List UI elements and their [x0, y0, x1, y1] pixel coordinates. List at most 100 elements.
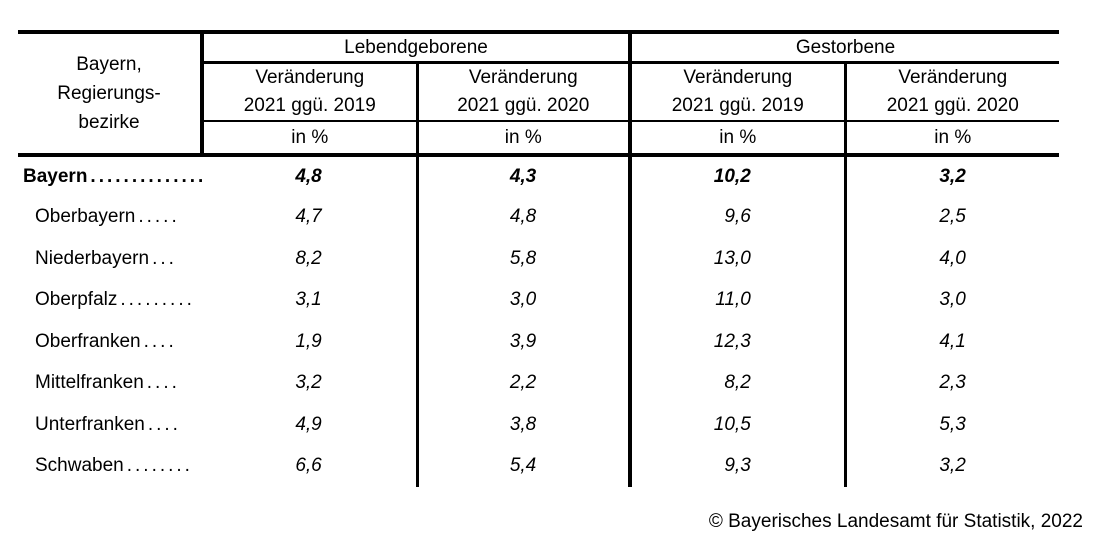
- unit-header: in %: [415, 121, 631, 157]
- value: 3,8: [509, 413, 537, 435]
- sub-header-label: 2021 ggü. 2019: [671, 95, 804, 116]
- value: 3,9: [509, 330, 537, 352]
- unit-header: in %: [843, 121, 1060, 157]
- value: 9,3: [724, 455, 751, 477]
- value-cell: 2,2: [415, 362, 631, 404]
- value-cell: 3,2: [843, 445, 1060, 487]
- value-cell: 8,2: [202, 238, 417, 280]
- value-cell: 13,0: [628, 238, 846, 280]
- value: 11,0: [715, 289, 751, 311]
- value: 5,8: [509, 247, 537, 269]
- copyright-note: © Bayerisches Landesamt für Statistik, 2…: [708, 511, 1083, 532]
- sub-header-label: Veränderung: [468, 67, 578, 88]
- value-cell: 9,6: [628, 196, 846, 238]
- value: 9,6: [724, 206, 751, 228]
- table-row-schwaben: Schwaben........ 6,6 5,4 9,3 3,2: [18, 445, 1060, 488]
- sub-header-label: 2021 ggü. 2019: [243, 95, 376, 116]
- value-cell: 3,0: [843, 279, 1060, 321]
- region-label: Oberpfalz: [35, 289, 118, 311]
- value: 4,1: [939, 330, 966, 352]
- value-cell: 4,1: [843, 321, 1060, 363]
- corner-header: Bayern, Regierungs- bezirke: [18, 30, 204, 157]
- value: 4,8: [509, 206, 537, 228]
- region-label-cell: Oberfranken....: [18, 321, 202, 363]
- sub-header-lg-2019: Veränderung 2021 ggü. 2019: [202, 62, 417, 122]
- value-cell: 3,8: [415, 404, 631, 446]
- dot-leader: ....: [146, 372, 180, 394]
- table-body: Bayern.............. 4,8 4,3 10,2 3,2 Ob…: [18, 155, 1060, 488]
- value: 4,0: [939, 247, 966, 269]
- value: 3,2: [295, 372, 322, 394]
- value-cell: 3,1: [202, 280, 417, 322]
- value-cell: 12,3: [628, 321, 846, 363]
- table-row-niederbayern: Niederbayern... 8,2 5,8 13,0 4,0: [18, 238, 1060, 280]
- dot-leader: ..............: [90, 165, 202, 187]
- table-row-oberpfalz: Oberpfalz......... 3,1 3,0 11,0 3,0: [18, 279, 1060, 322]
- region-label-cell: Unterfranken....: [18, 404, 202, 446]
- value: 3,2: [939, 455, 966, 477]
- region-label: Bayern: [23, 165, 88, 187]
- dot-leader: ....: [147, 413, 181, 435]
- dot-leader: .....: [138, 206, 180, 228]
- value-cell: 10,2: [628, 155, 846, 197]
- unit-header-row: in % in % in % in %: [18, 121, 1060, 157]
- sub-header-label: Veränderung: [898, 67, 1008, 88]
- value: 4,9: [295, 413, 322, 435]
- dot-leader: ...: [152, 247, 177, 269]
- value: 13,0: [713, 247, 751, 269]
- value-cell: 3,0: [415, 279, 631, 321]
- region-label: Oberfranken: [35, 330, 141, 352]
- unit-header: in %: [628, 121, 846, 157]
- value: 8,2: [724, 372, 751, 394]
- statistics-table: Bayern, Regierungs- bezirke Lebendgebore…: [18, 30, 1060, 488]
- dot-leader: ....: [143, 330, 177, 352]
- sub-header-label: Veränderung: [683, 67, 793, 88]
- corner-header-line1: Bayern,: [76, 54, 142, 75]
- corner-header-line3: bezirke: [78, 112, 140, 133]
- region-label: Niederbayern: [35, 247, 150, 269]
- region-label-cell: Bayern..............: [18, 155, 202, 197]
- value: 5,4: [509, 455, 537, 477]
- dot-leader: .........: [120, 289, 195, 311]
- corner-header-line2: Regierungs-: [57, 83, 161, 104]
- sub-header-gest-2020: Veränderung 2021 ggü. 2020: [843, 62, 1060, 122]
- value-cell: 4,8: [415, 196, 631, 238]
- sub-header-row: Veränderung 2021 ggü. 2019 Veränderung 2…: [18, 62, 1060, 122]
- region-label-cell: Niederbayern...: [18, 238, 202, 280]
- value-cell: 2,5: [843, 196, 1060, 238]
- value-cell: 4,7: [202, 197, 417, 239]
- sub-header-lg-2020: Veränderung 2021 ggü. 2020: [415, 62, 631, 122]
- region-label: Unterfranken: [35, 413, 145, 435]
- value-cell: 4,9: [202, 404, 417, 446]
- table-row-bayern: Bayern.............. 4,8 4,3 10,2 3,2: [18, 155, 1060, 197]
- table-row-oberfranken: Oberfranken.... 1,9 3,9 12,3 4,1: [18, 321, 1060, 363]
- value-cell: 4,3: [415, 155, 631, 197]
- value: 8,2: [295, 247, 322, 269]
- group-header-row: Bayern, Regierungs- bezirke Lebendgebore…: [18, 30, 1060, 157]
- value-cell: 4,0: [843, 238, 1060, 280]
- sub-header-label: 2021 ggü. 2020: [457, 95, 590, 116]
- sub-header-label: 2021 ggü. 2020: [886, 95, 1019, 116]
- sub-header-label: Veränderung: [255, 67, 365, 88]
- value-cell: 5,4: [415, 445, 631, 487]
- region-label: Mittelfranken: [35, 372, 144, 394]
- value: 10,2: [713, 165, 751, 187]
- value-cell: 3,2: [202, 363, 417, 405]
- value-cell: 5,8: [415, 238, 631, 280]
- value-cell: 11,0: [628, 279, 846, 321]
- value: 4,7: [295, 206, 322, 228]
- value: 3,2: [939, 165, 966, 187]
- value: 2,5: [939, 206, 966, 228]
- value: 4,8: [295, 165, 322, 187]
- value: 3,1: [295, 289, 322, 311]
- group-header-lebendgeborene: Lebendgeborene: [202, 30, 631, 64]
- table-row-mittelfranken: Mittelfranken.... 3,2 2,2 8,2 2,3: [18, 362, 1060, 405]
- group-header-gestorbene: Gestorbene: [628, 30, 1060, 64]
- value: 2,2: [509, 372, 537, 394]
- sub-header-gest-2019: Veränderung 2021 ggü. 2019: [628, 62, 846, 122]
- unit-header: in %: [202, 121, 417, 157]
- value-cell: 5,3: [843, 404, 1060, 446]
- region-label-cell: Schwaben........: [18, 446, 202, 488]
- value: 5,3: [939, 413, 966, 435]
